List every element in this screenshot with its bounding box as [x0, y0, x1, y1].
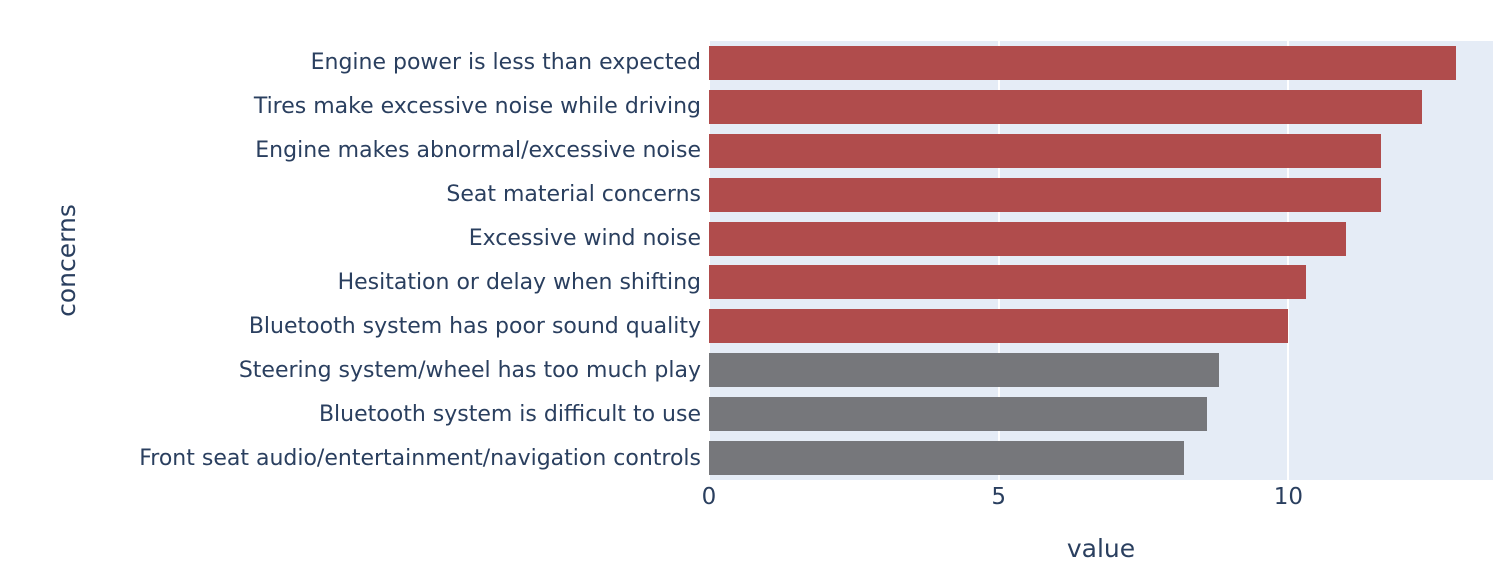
bar-row — [709, 41, 1493, 85]
x-axis-title: value — [1066, 534, 1136, 563]
gridline — [708, 41, 710, 480]
x-tick-label: 0 — [701, 484, 717, 510]
bar — [709, 221, 1347, 256]
y-tick-labels: Engine power is less than expected Tires … — [0, 41, 701, 480]
y-tick-label: Hesitation or delay when shifting — [337, 269, 701, 295]
y-tick-label: Bluetooth system has poor sound quality — [248, 313, 701, 339]
gridline — [1287, 41, 1290, 480]
plot-area — [708, 41, 1493, 480]
bar-row — [709, 85, 1493, 129]
y-tick-label: Seat material concerns — [446, 182, 701, 208]
bar — [709, 309, 1289, 344]
y-tick-label: Steering system/wheel has too much play — [238, 357, 701, 383]
y-tick-label: Engine power is less than expected — [310, 50, 701, 76]
bar-row — [709, 304, 1493, 348]
y-tick-label: Bluetooth system is difficult to use — [318, 401, 701, 427]
bar-row — [709, 173, 1493, 217]
y-tick-label: Excessive wind noise — [468, 226, 701, 252]
bar — [709, 265, 1306, 300]
bar-row — [709, 129, 1493, 173]
bar — [709, 45, 1457, 80]
bar-row — [709, 261, 1493, 305]
bar — [709, 397, 1208, 432]
y-tick-label: Front seat audio/entertainment/navigatio… — [139, 445, 701, 471]
bar — [709, 441, 1185, 476]
x-tick-label: 5 — [991, 484, 1007, 510]
bar-row — [709, 217, 1493, 261]
gridline — [997, 41, 1000, 480]
bar — [709, 177, 1382, 212]
bar — [709, 89, 1422, 124]
bar — [709, 353, 1219, 388]
y-tick-label: Tires make excessive noise while driving — [253, 94, 701, 120]
bar-row — [709, 436, 1493, 480]
bar-row — [709, 392, 1493, 436]
bar — [709, 133, 1382, 168]
bar-rows — [709, 41, 1493, 480]
y-tick-label: Engine makes abnormal/excessive noise — [255, 138, 701, 164]
x-tick-label: 10 — [1273, 484, 1304, 510]
bar-row — [709, 348, 1493, 392]
x-axis-ticks: 0 5 10 — [702, 484, 1493, 514]
